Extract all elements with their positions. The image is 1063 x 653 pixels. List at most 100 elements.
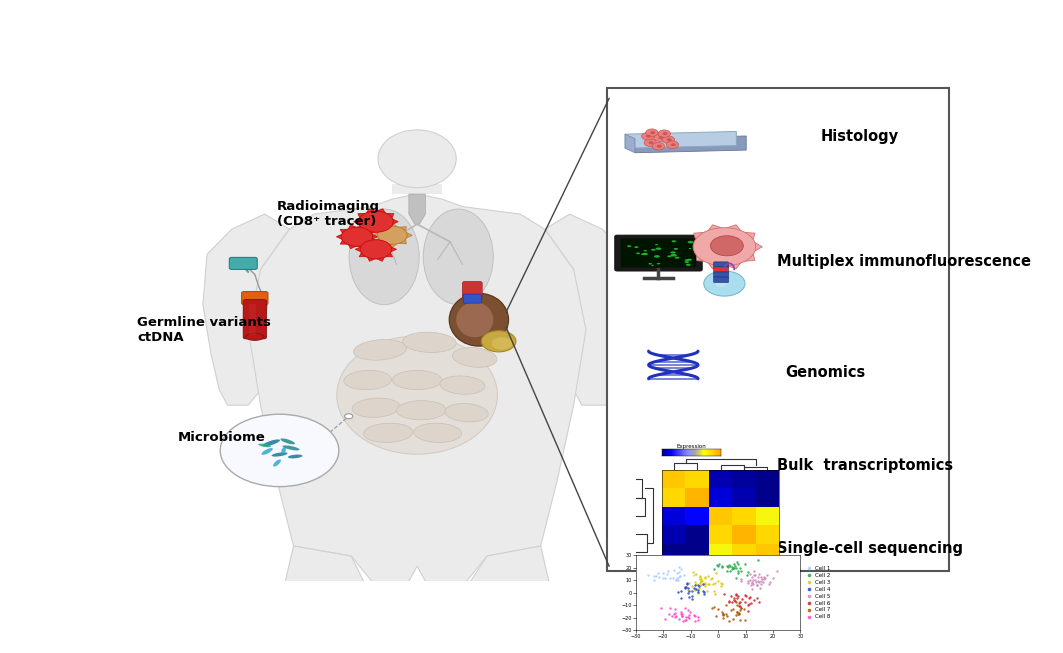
Cell 1 bbox=[665, 565, 682, 575]
Cell 1 bbox=[646, 571, 663, 581]
Cell 5 bbox=[743, 578, 760, 588]
Circle shape bbox=[644, 139, 657, 146]
Cell 7 bbox=[732, 602, 749, 613]
Cell 7 bbox=[718, 599, 735, 610]
Cell 7 bbox=[718, 609, 735, 619]
Ellipse shape bbox=[288, 454, 303, 458]
Cell 2 bbox=[728, 556, 745, 567]
Cell 8 bbox=[657, 613, 674, 624]
Cell 3 bbox=[685, 567, 702, 577]
Ellipse shape bbox=[685, 259, 689, 261]
Cell 1 bbox=[672, 571, 689, 581]
Polygon shape bbox=[203, 214, 289, 405]
Cell 7 bbox=[715, 609, 732, 620]
Ellipse shape bbox=[343, 370, 391, 390]
Cell 5 bbox=[745, 565, 762, 576]
Cell 3 bbox=[692, 574, 709, 584]
Ellipse shape bbox=[492, 337, 512, 349]
Cell 2 bbox=[728, 573, 745, 583]
Cell 6 bbox=[737, 590, 754, 601]
Circle shape bbox=[657, 145, 662, 148]
Cell 7 bbox=[728, 607, 745, 617]
Ellipse shape bbox=[403, 332, 456, 353]
Cell 5 bbox=[742, 569, 759, 579]
Cell 1 bbox=[659, 569, 676, 579]
Cell 4 bbox=[690, 585, 707, 596]
Ellipse shape bbox=[423, 209, 493, 304]
Cell 3 bbox=[692, 571, 709, 582]
Cell 4 bbox=[681, 585, 698, 596]
Ellipse shape bbox=[657, 263, 660, 264]
Cell 3 bbox=[693, 575, 710, 586]
Ellipse shape bbox=[450, 293, 508, 346]
Cell 8 bbox=[676, 603, 693, 613]
Cell 8 bbox=[677, 614, 694, 625]
Ellipse shape bbox=[641, 253, 645, 255]
Legend: Cell 1, Cell 2, Cell 3, Cell 4, Cell 5, Cell 6, Cell 7, Cell 8: Cell 1, Cell 2, Cell 3, Cell 4, Cell 5, … bbox=[807, 565, 831, 620]
Cell 3 bbox=[699, 571, 716, 582]
Circle shape bbox=[360, 240, 391, 259]
Cell 1 bbox=[668, 575, 685, 586]
Cell 3 bbox=[696, 579, 713, 589]
Cell 6 bbox=[729, 590, 746, 601]
Cell 2 bbox=[722, 565, 739, 576]
Cell 1 bbox=[661, 573, 678, 583]
Cell 3 bbox=[703, 573, 720, 584]
Circle shape bbox=[654, 134, 667, 142]
Cell 6 bbox=[721, 597, 738, 607]
Ellipse shape bbox=[354, 340, 406, 360]
Ellipse shape bbox=[378, 130, 456, 187]
Cell 5 bbox=[746, 569, 763, 580]
Ellipse shape bbox=[672, 240, 676, 242]
Cell 5 bbox=[740, 578, 757, 588]
Ellipse shape bbox=[273, 460, 281, 467]
Cell 7 bbox=[725, 604, 742, 614]
X-axis label: Expression: Expression bbox=[677, 444, 706, 449]
Circle shape bbox=[658, 136, 663, 139]
Cell 4 bbox=[686, 582, 703, 593]
Cell 7 bbox=[727, 597, 744, 607]
Ellipse shape bbox=[671, 251, 676, 253]
Cell 3 bbox=[684, 581, 701, 591]
Cell 5 bbox=[744, 577, 761, 587]
FancyBboxPatch shape bbox=[249, 304, 255, 335]
Cell 8 bbox=[667, 611, 684, 622]
Cell 3 bbox=[692, 576, 709, 586]
Cell 7 bbox=[731, 614, 748, 625]
Cell 8 bbox=[661, 602, 678, 613]
Cell 6 bbox=[737, 597, 754, 607]
Ellipse shape bbox=[258, 443, 271, 447]
Circle shape bbox=[358, 211, 393, 232]
Ellipse shape bbox=[456, 302, 493, 338]
Cell 8 bbox=[667, 608, 684, 618]
Cell 5 bbox=[744, 572, 761, 582]
Cell 3 bbox=[698, 585, 715, 596]
Cell 4 bbox=[695, 587, 712, 597]
Polygon shape bbox=[354, 209, 399, 234]
FancyBboxPatch shape bbox=[713, 267, 728, 272]
Circle shape bbox=[648, 141, 654, 144]
Cell 5 bbox=[755, 577, 772, 587]
Cell 8 bbox=[686, 610, 703, 620]
Cell 2 bbox=[706, 564, 723, 575]
Cell 7 bbox=[714, 613, 731, 624]
Cell 3 bbox=[696, 581, 713, 592]
Cell 6 bbox=[727, 590, 744, 601]
Polygon shape bbox=[635, 136, 746, 153]
Cell 8 bbox=[674, 615, 691, 626]
Cell 4 bbox=[680, 582, 697, 593]
Polygon shape bbox=[625, 131, 737, 148]
Cell 6 bbox=[738, 591, 755, 601]
FancyBboxPatch shape bbox=[713, 272, 728, 278]
Cell 2 bbox=[731, 563, 748, 573]
Cell 3 bbox=[689, 588, 706, 599]
Ellipse shape bbox=[648, 263, 652, 264]
Cell 1 bbox=[671, 572, 688, 582]
Cell 6 bbox=[726, 592, 743, 603]
Text: Single-cell sequencing: Single-cell sequencing bbox=[777, 541, 963, 556]
Cell 8 bbox=[678, 614, 695, 625]
Polygon shape bbox=[545, 214, 631, 405]
Cell 4 bbox=[676, 582, 693, 592]
Cell 8 bbox=[689, 613, 706, 623]
Cell 2 bbox=[719, 561, 736, 571]
